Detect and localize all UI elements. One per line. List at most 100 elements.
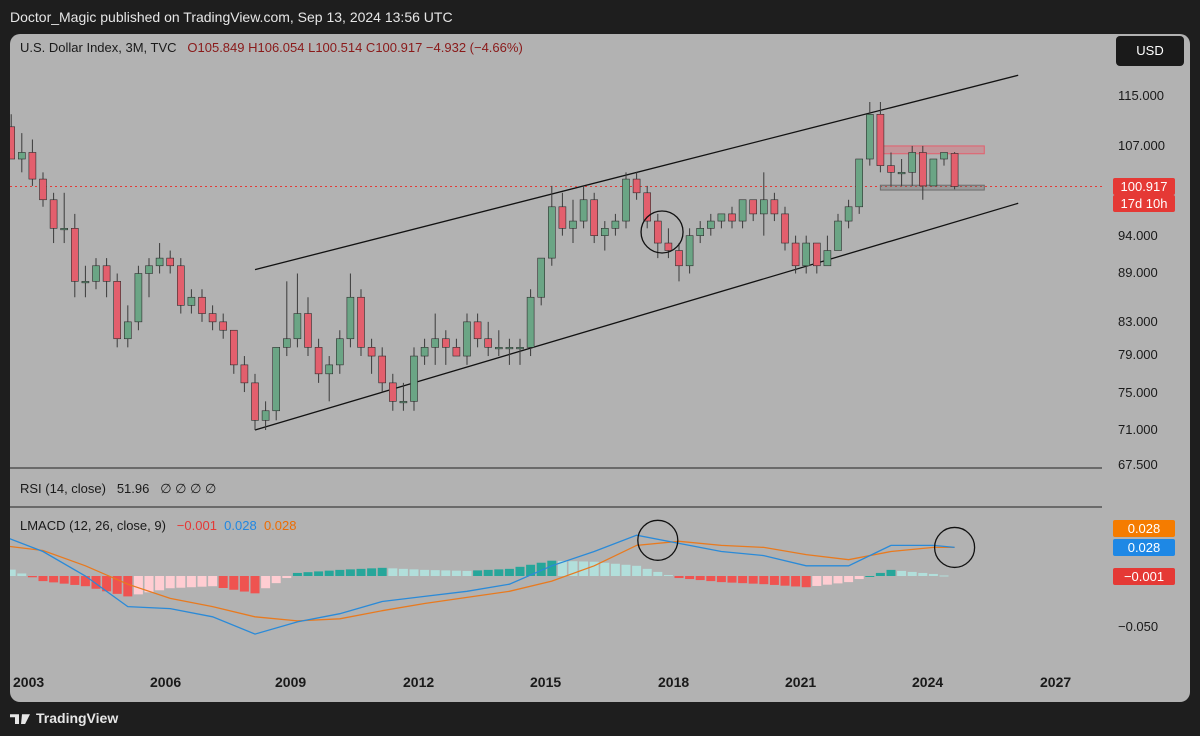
macd-histogram-bar	[123, 576, 133, 597]
candle	[505, 338, 514, 365]
macd-histogram-bar	[176, 576, 186, 588]
macd-histogram-bar	[515, 566, 525, 576]
candle	[410, 347, 418, 411]
candle-body	[325, 364, 334, 375]
candle-body	[791, 242, 800, 267]
tradingview-logo[interactable]: TradingView	[10, 710, 118, 726]
candle	[28, 139, 37, 186]
candle	[219, 313, 227, 339]
candle	[155, 243, 164, 274]
channel-lower-line	[254, 202, 1019, 431]
macd-histogram-badge: −0.001	[1113, 568, 1175, 585]
candle	[675, 243, 683, 282]
candle-body	[124, 321, 132, 340]
candle-body	[781, 213, 789, 244]
candle	[537, 257, 546, 306]
macd-histogram-bar	[632, 565, 642, 576]
candle	[208, 305, 217, 331]
macd-histogram-bar	[738, 576, 748, 584]
candle-body	[187, 296, 196, 306]
candle	[950, 152, 959, 190]
candle	[357, 289, 365, 357]
candle-body	[579, 199, 588, 222]
tradingview-logo-icon	[10, 714, 30, 725]
macd-histogram-bar	[271, 576, 281, 584]
price-tick: 89.000	[1118, 265, 1158, 280]
candle-body	[844, 206, 853, 222]
macd-histogram-bar	[239, 576, 249, 592]
candle	[781, 206, 789, 251]
macd-histogram-bar	[462, 570, 472, 576]
macd-histogram-bar	[812, 576, 822, 586]
macd-histogram-bar	[939, 575, 949, 577]
candle	[770, 192, 779, 222]
publisher-bar: Doctor_Magic published on TradingView.co…	[0, 0, 1200, 34]
time-tick: 2003	[13, 674, 45, 690]
price-tick: 71.000	[1118, 422, 1158, 437]
candle	[240, 356, 249, 393]
macd-histogram-bar	[610, 563, 620, 576]
candle	[230, 329, 238, 374]
chart-area[interactable]: U.S. Dollar Index, 3M, TVC O105.849 H106…	[10, 34, 1190, 702]
candle-body	[611, 220, 620, 229]
candle	[441, 330, 450, 365]
macd-histogram-bar	[833, 576, 843, 584]
last-price-badge: 100.917	[1113, 178, 1175, 195]
candle	[600, 221, 609, 251]
macd-histogram-bar	[822, 576, 832, 585]
macd-histogram-bar	[335, 569, 345, 576]
candle	[876, 102, 885, 173]
candle	[314, 338, 323, 383]
candle	[272, 347, 281, 421]
price-tick: 107.000	[1118, 138, 1165, 153]
time-tick: 2015	[530, 674, 562, 690]
candle	[685, 228, 694, 274]
candle-body	[335, 338, 344, 366]
candle	[696, 221, 705, 244]
candle	[632, 172, 641, 200]
macd-histogram-bar	[579, 561, 589, 576]
macd-histogram-bar	[801, 576, 811, 588]
rsi-legend: RSI (14, close) 51.96 ∅ ∅ ∅ ∅	[20, 481, 216, 497]
macd-histogram-bar	[377, 567, 387, 576]
macd-histogram-bar	[504, 568, 514, 576]
candle-body	[166, 257, 174, 267]
currency-button[interactable]: USD	[1116, 36, 1184, 66]
candle-body	[388, 382, 397, 402]
macd-histogram-bar	[10, 569, 16, 576]
macd-legend: LMACD (12, 26, close, 9) −0.001 0.028 0.…	[20, 518, 296, 533]
candle-body	[113, 281, 121, 340]
rsi-extras: ∅ ∅ ∅ ∅	[160, 481, 217, 496]
macd-histogram-bar	[526, 564, 536, 576]
macd-histogram-bar	[674, 576, 684, 579]
countdown-badge: 17d 10h	[1113, 195, 1175, 212]
candle-body	[547, 206, 556, 259]
candle-body	[304, 313, 312, 348]
candle-body	[706, 220, 715, 229]
candle	[865, 102, 874, 166]
candle	[134, 265, 143, 331]
macd-histogram-bar	[716, 576, 726, 583]
chart-canvas[interactable]	[10, 34, 1190, 702]
time-tick: 2018	[658, 674, 690, 690]
macd-histogram-bar	[208, 576, 218, 587]
candle	[834, 213, 842, 251]
macd-histogram-bar	[155, 576, 165, 591]
macd-line	[10, 534, 955, 635]
candle-body	[505, 347, 514, 350]
macd-histogram-bar	[17, 573, 27, 576]
macd-histogram-bar	[80, 576, 90, 587]
candle	[49, 192, 58, 244]
price-tick: 94.000	[1118, 228, 1158, 243]
candle-body	[367, 347, 376, 357]
candle-body	[378, 355, 387, 384]
tradingview-brand: TradingView	[36, 710, 119, 726]
candle-body	[198, 296, 206, 314]
candle	[516, 338, 524, 365]
macd-histogram-bar	[494, 569, 504, 576]
candle-body	[10, 126, 16, 160]
macd-histogram-bar	[907, 571, 917, 576]
macd-signal-badge: 0.028	[1113, 520, 1175, 537]
candle	[494, 330, 503, 357]
